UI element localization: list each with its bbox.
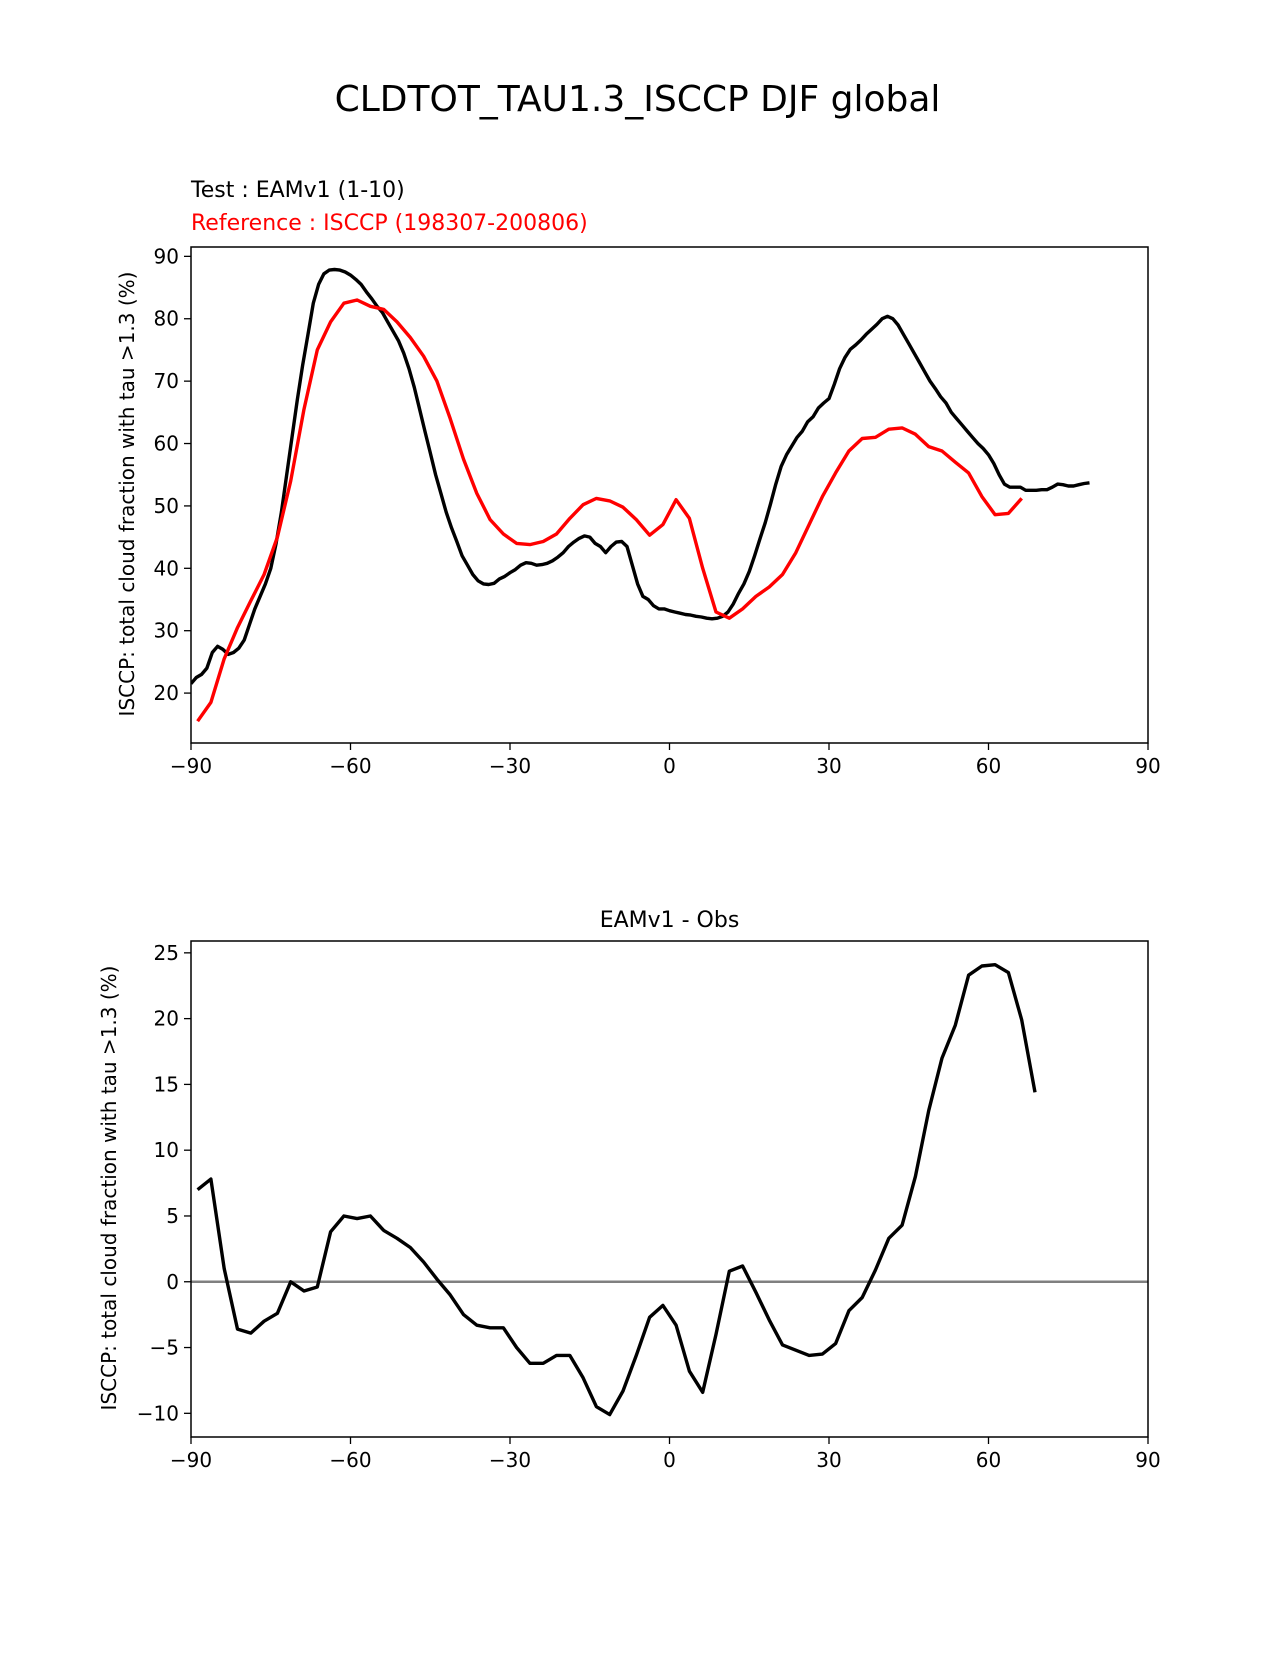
top-ytick-label: 50 [154, 494, 179, 518]
test-series-line [191, 267, 1090, 685]
test-label: Test : EAMv1 (1-10) [190, 178, 405, 203]
bottom-ytick-label: 0 [166, 1270, 179, 1294]
difference-series-line [196, 963, 1037, 1417]
top-xtick-label: −60 [329, 754, 371, 778]
top-xtick-label: 90 [1135, 754, 1160, 778]
top-xtick-label: 0 [663, 754, 676, 778]
bottom-xtick-label: −60 [329, 1448, 371, 1472]
figure-suptitle: CLDTOT_TAU1.3_ISCCP DJF global [335, 79, 941, 120]
top-ytick-label: 90 [154, 244, 179, 268]
bottom-ytick-label: 15 [154, 1072, 179, 1096]
reference-series-line [196, 298, 1023, 723]
bottom-ytick-label: −5 [150, 1336, 179, 1360]
bottom-ytick-label: 10 [154, 1138, 179, 1162]
top-xtick-label: 30 [816, 754, 841, 778]
top-xtick-label: −90 [170, 754, 212, 778]
bottom-ytick-label: −10 [137, 1401, 179, 1425]
bottom-xtick-label: 0 [663, 1448, 676, 1472]
panel-difference: EAMv1 - Obs ISCCP: total cloud fraction … [97, 908, 1161, 1472]
bottom-ytick-label: 20 [154, 1007, 179, 1031]
bottom-xtick-label: 90 [1135, 1448, 1160, 1472]
bottom-title: EAMv1 - Obs [600, 908, 740, 933]
bottom-xtick-label: 30 [816, 1448, 841, 1472]
top-ytick-label: 70 [154, 369, 179, 393]
bottom-ylabel: ISCCP: total cloud fraction with tau >1.… [97, 966, 121, 1411]
panel-test-vs-reference: Test : EAMv1 (1-10) Reference : ISCCP (1… [115, 178, 1161, 778]
bottom-xtick-label: 60 [976, 1448, 1001, 1472]
top-ytick-label: 40 [154, 556, 179, 580]
top-xtick-label: 60 [976, 754, 1001, 778]
top-ytick-label: 60 [154, 432, 179, 456]
top-ylabel: ISCCP: total cloud fraction with tau >1.… [115, 272, 139, 717]
bottom-ytick-label: 25 [154, 941, 179, 965]
bottom-xtick-label: −30 [489, 1448, 531, 1472]
bottom-ytick-label: 5 [166, 1204, 179, 1228]
bottom-xtick-label: −90 [170, 1448, 212, 1472]
top-ytick-label: 30 [154, 619, 179, 643]
reference-label: Reference : ISCCP (198307-200806) [191, 211, 588, 236]
top-ytick-label: 20 [154, 681, 179, 705]
top-ytick-label: 80 [154, 307, 179, 331]
top-xtick-label: −30 [489, 754, 531, 778]
